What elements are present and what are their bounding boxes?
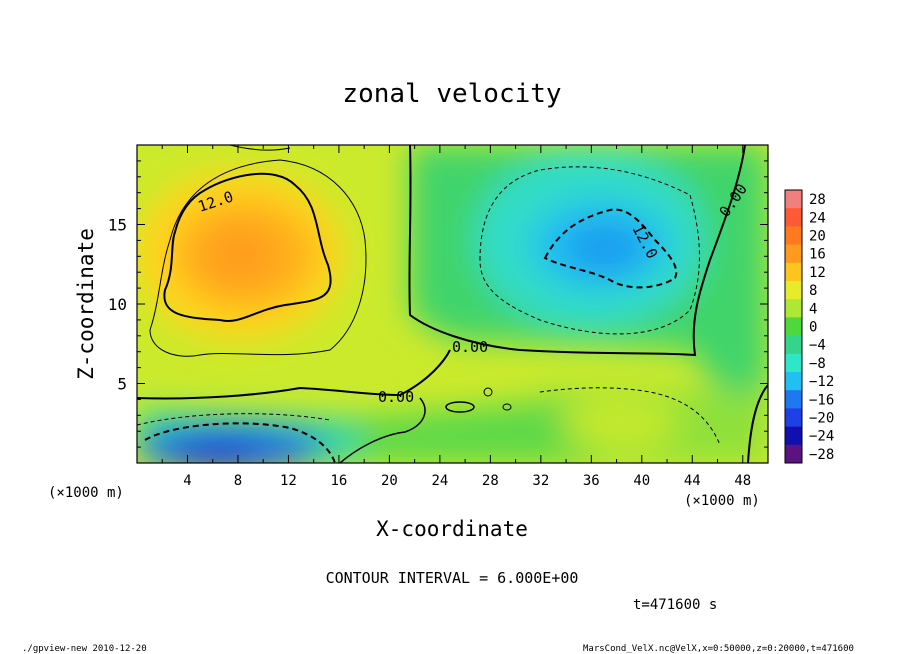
colorbar-label: 24 bbox=[809, 210, 826, 226]
colorbar-swatch bbox=[785, 372, 802, 391]
colorbar-frame bbox=[784, 189, 803, 464]
colorbar-swatch bbox=[785, 426, 802, 446]
x-tick-label: 36 bbox=[583, 473, 600, 489]
colorbar-label: −16 bbox=[809, 392, 834, 408]
y-axis-label: Z-coordinate bbox=[74, 228, 98, 380]
colorbar-swatch bbox=[785, 408, 802, 427]
colorbar-label: −28 bbox=[809, 447, 834, 463]
x-tick-label: 24 bbox=[431, 473, 448, 489]
colorbar-swatch bbox=[785, 353, 802, 373]
colorbar-swatch bbox=[785, 444, 802, 464]
colorbar-label: 8 bbox=[809, 283, 817, 299]
footer-left: ./gpview-new 2010-12-20 bbox=[22, 644, 147, 654]
y-axis: 5 10 15 bbox=[108, 160, 768, 448]
colorbar-swatch bbox=[785, 190, 802, 209]
colorbar-swatch bbox=[785, 299, 802, 318]
footer-right: MarsCond_VelX.nc@VelX,x=0:50000,z=0:2000… bbox=[583, 644, 854, 654]
colorbar-swatch bbox=[785, 208, 802, 227]
colorbar-swatch bbox=[785, 335, 802, 355]
x-tick-label: 20 bbox=[381, 473, 398, 489]
y-tick-label: 15 bbox=[108, 216, 127, 235]
x-tick-label: 28 bbox=[482, 473, 499, 489]
x-tick-label: 8 bbox=[234, 473, 242, 489]
colorbar-swatch bbox=[785, 317, 802, 336]
colorbar-label: −12 bbox=[809, 374, 834, 390]
chart-title: zonal velocity bbox=[342, 79, 561, 109]
x-tick-label: 12 bbox=[280, 473, 297, 489]
colorbar-label: −8 bbox=[809, 356, 826, 372]
colorbar-label: 16 bbox=[809, 247, 826, 263]
x-tick-label: 40 bbox=[633, 473, 650, 489]
colorbar-swatch bbox=[785, 390, 802, 409]
colorbar-label: 28 bbox=[809, 192, 826, 208]
x-tick-label: 16 bbox=[330, 473, 347, 489]
colorbar-swatch bbox=[785, 226, 802, 245]
x-axis-label: X-coordinate bbox=[376, 517, 528, 541]
x-tick-label: 44 bbox=[684, 473, 701, 489]
colorbar-label: 4 bbox=[809, 301, 817, 317]
colorbar-label: 12 bbox=[809, 265, 826, 281]
x-tick-label: 32 bbox=[532, 473, 549, 489]
colorbar-swatch bbox=[785, 262, 802, 282]
x-unit-note: (×1000 m) bbox=[48, 485, 124, 501]
contour-label: 0.00 bbox=[452, 338, 488, 356]
colorbar-label: −24 bbox=[809, 429, 834, 445]
y-tick-label: 5 bbox=[117, 375, 127, 394]
colorbar-label: 0 bbox=[809, 320, 817, 336]
x-unit-note-right: (×1000 m) bbox=[684, 493, 760, 509]
colorbar-swatch bbox=[785, 281, 802, 300]
x-axis: 4 8 12 16 20 24 28 32 36 40 44 48 bbox=[161, 145, 751, 489]
time-text: t=471600 s bbox=[633, 597, 717, 613]
colorbar-label: −4 bbox=[809, 338, 826, 354]
colorbar: 28 24 20 16 12 8 4 0 −4 −8 −12 −16 −20 −24 −28 bbox=[784, 189, 834, 464]
colorbar-label: 20 bbox=[809, 229, 826, 245]
colorbar-label: −20 bbox=[809, 411, 834, 427]
contour-label: 0.00 bbox=[378, 388, 414, 406]
colorbar-swatch bbox=[785, 244, 802, 264]
x-tick-label: 48 bbox=[734, 473, 751, 489]
contour-interval-text: CONTOUR INTERVAL = 6.000E+00 bbox=[326, 569, 579, 587]
x-tick-label: 4 bbox=[183, 473, 191, 489]
y-tick-label: 10 bbox=[108, 295, 127, 314]
